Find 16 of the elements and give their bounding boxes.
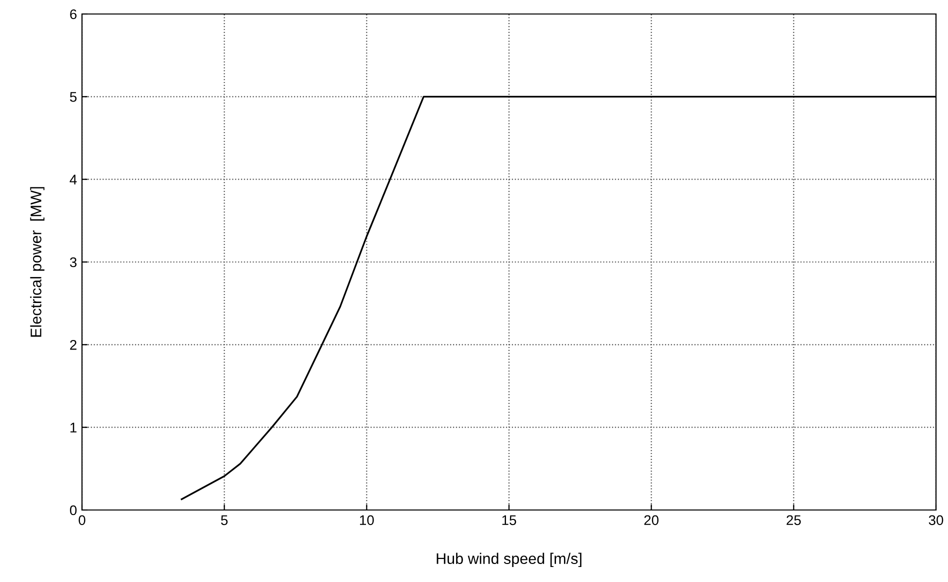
x-axis-title: Hub wind speed [m/s] bbox=[436, 552, 582, 568]
x-tick-label: 25 bbox=[786, 515, 801, 526]
y-tick-label: 3 bbox=[70, 257, 77, 268]
x-tick-label: 15 bbox=[502, 515, 516, 526]
x-tick-label: 20 bbox=[644, 515, 659, 526]
y-tick-label: 0 bbox=[70, 505, 77, 516]
x-tick-label: 10 bbox=[360, 515, 374, 526]
y-tick-label: 1 bbox=[70, 422, 76, 432]
y-tick-label: 5 bbox=[70, 92, 77, 102]
y-axis-title: Electrical power [MW] bbox=[30, 187, 44, 337]
y-tick-label: 6 bbox=[70, 9, 77, 20]
x-tick-label: 0 bbox=[78, 515, 86, 526]
x-tick-label: 5 bbox=[221, 515, 228, 526]
x-tick-label: 30 bbox=[928, 515, 944, 526]
y-tick-label: 4 bbox=[70, 174, 77, 184]
y-tick-label: 2 bbox=[70, 340, 76, 350]
